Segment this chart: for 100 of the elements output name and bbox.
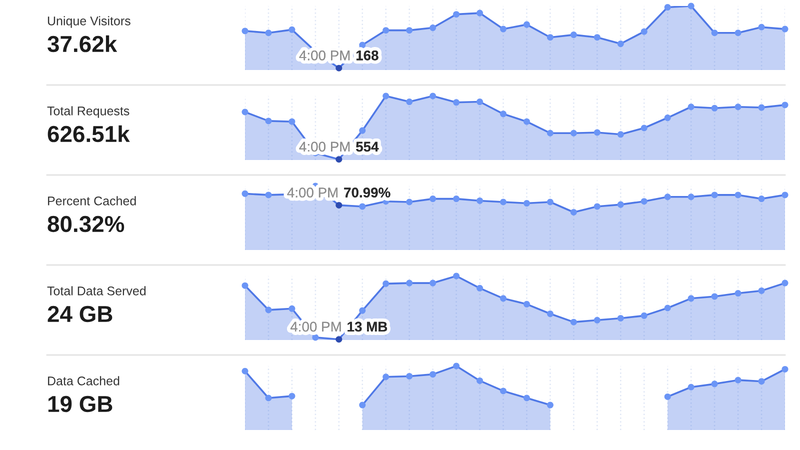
y-axis-title: Data Cached [48, 376, 120, 386]
point [688, 2, 694, 10]
point [359, 127, 366, 134]
point [312, 334, 319, 341]
point [617, 314, 624, 322]
point [242, 108, 248, 116]
point [242, 190, 248, 197]
annotation: 70.99% [344, 188, 390, 198]
point [546, 402, 554, 408]
text: 19 GB [48, 396, 112, 412]
point [617, 131, 624, 138]
point [711, 192, 718, 198]
point [546, 130, 554, 136]
point [336, 64, 342, 72]
point [476, 98, 484, 106]
point [617, 40, 624, 48]
point [500, 388, 507, 394]
point [242, 368, 248, 374]
point [617, 201, 624, 208]
point [359, 203, 366, 210]
point [476, 10, 484, 16]
point [453, 99, 460, 106]
point [453, 362, 460, 370]
point [758, 104, 765, 111]
y-axis-title: Total Data Served [47, 286, 146, 296]
point [734, 290, 742, 297]
point [711, 104, 718, 112]
y-axis-title: Total Requests [47, 106, 130, 118]
point [430, 24, 436, 32]
y-axis-title: Unique Visitors [48, 16, 130, 28]
point [430, 371, 436, 378]
point [453, 11, 460, 18]
point [359, 402, 366, 408]
point [359, 307, 366, 314]
point [758, 196, 765, 202]
point [758, 24, 765, 30]
point [664, 393, 671, 400]
point [382, 280, 390, 287]
point [430, 92, 436, 100]
point [782, 192, 788, 198]
point [430, 280, 436, 286]
point [640, 312, 648, 319]
point [711, 293, 718, 300]
point [546, 34, 554, 41]
point [782, 102, 788, 108]
point [640, 124, 648, 132]
point [476, 284, 484, 292]
point [265, 394, 272, 402]
point [382, 374, 390, 380]
point [336, 202, 342, 208]
text: 80.32% [48, 216, 124, 232]
point [640, 198, 648, 205]
point [570, 208, 577, 216]
point [500, 295, 507, 302]
point [476, 197, 484, 204]
point [406, 98, 413, 106]
point [734, 104, 742, 110]
point [664, 194, 671, 200]
point [688, 295, 694, 302]
point [336, 336, 342, 343]
point [288, 26, 296, 33]
point [688, 194, 694, 200]
point [288, 118, 296, 125]
point [359, 42, 366, 48]
point [570, 318, 577, 326]
point [242, 282, 248, 289]
point [734, 192, 742, 198]
annotation: 168 [356, 50, 378, 60]
point [594, 129, 600, 136]
point [782, 280, 788, 286]
point [570, 32, 577, 38]
point [406, 280, 413, 286]
text: 626.51k [48, 125, 130, 142]
point [500, 26, 507, 32]
point [570, 130, 577, 136]
point [500, 110, 507, 118]
point [336, 156, 342, 163]
point [242, 28, 248, 34]
y-axis-title: Percent Cached [48, 196, 136, 206]
point [476, 377, 484, 384]
point [406, 198, 413, 206]
point [523, 21, 530, 28]
point [406, 27, 413, 34]
point [265, 306, 272, 314]
point [382, 27, 390, 34]
point [382, 92, 390, 100]
point [758, 287, 765, 294]
point [265, 192, 272, 198]
point [758, 378, 765, 385]
point [664, 114, 671, 122]
point [594, 316, 600, 324]
point [288, 392, 296, 400]
point [664, 4, 671, 11]
point [782, 366, 788, 372]
text: 37.62k [48, 35, 118, 52]
point [523, 118, 530, 125]
point [594, 34, 600, 41]
point [523, 300, 530, 308]
annotation: 554 [356, 142, 379, 152]
point [546, 310, 554, 318]
